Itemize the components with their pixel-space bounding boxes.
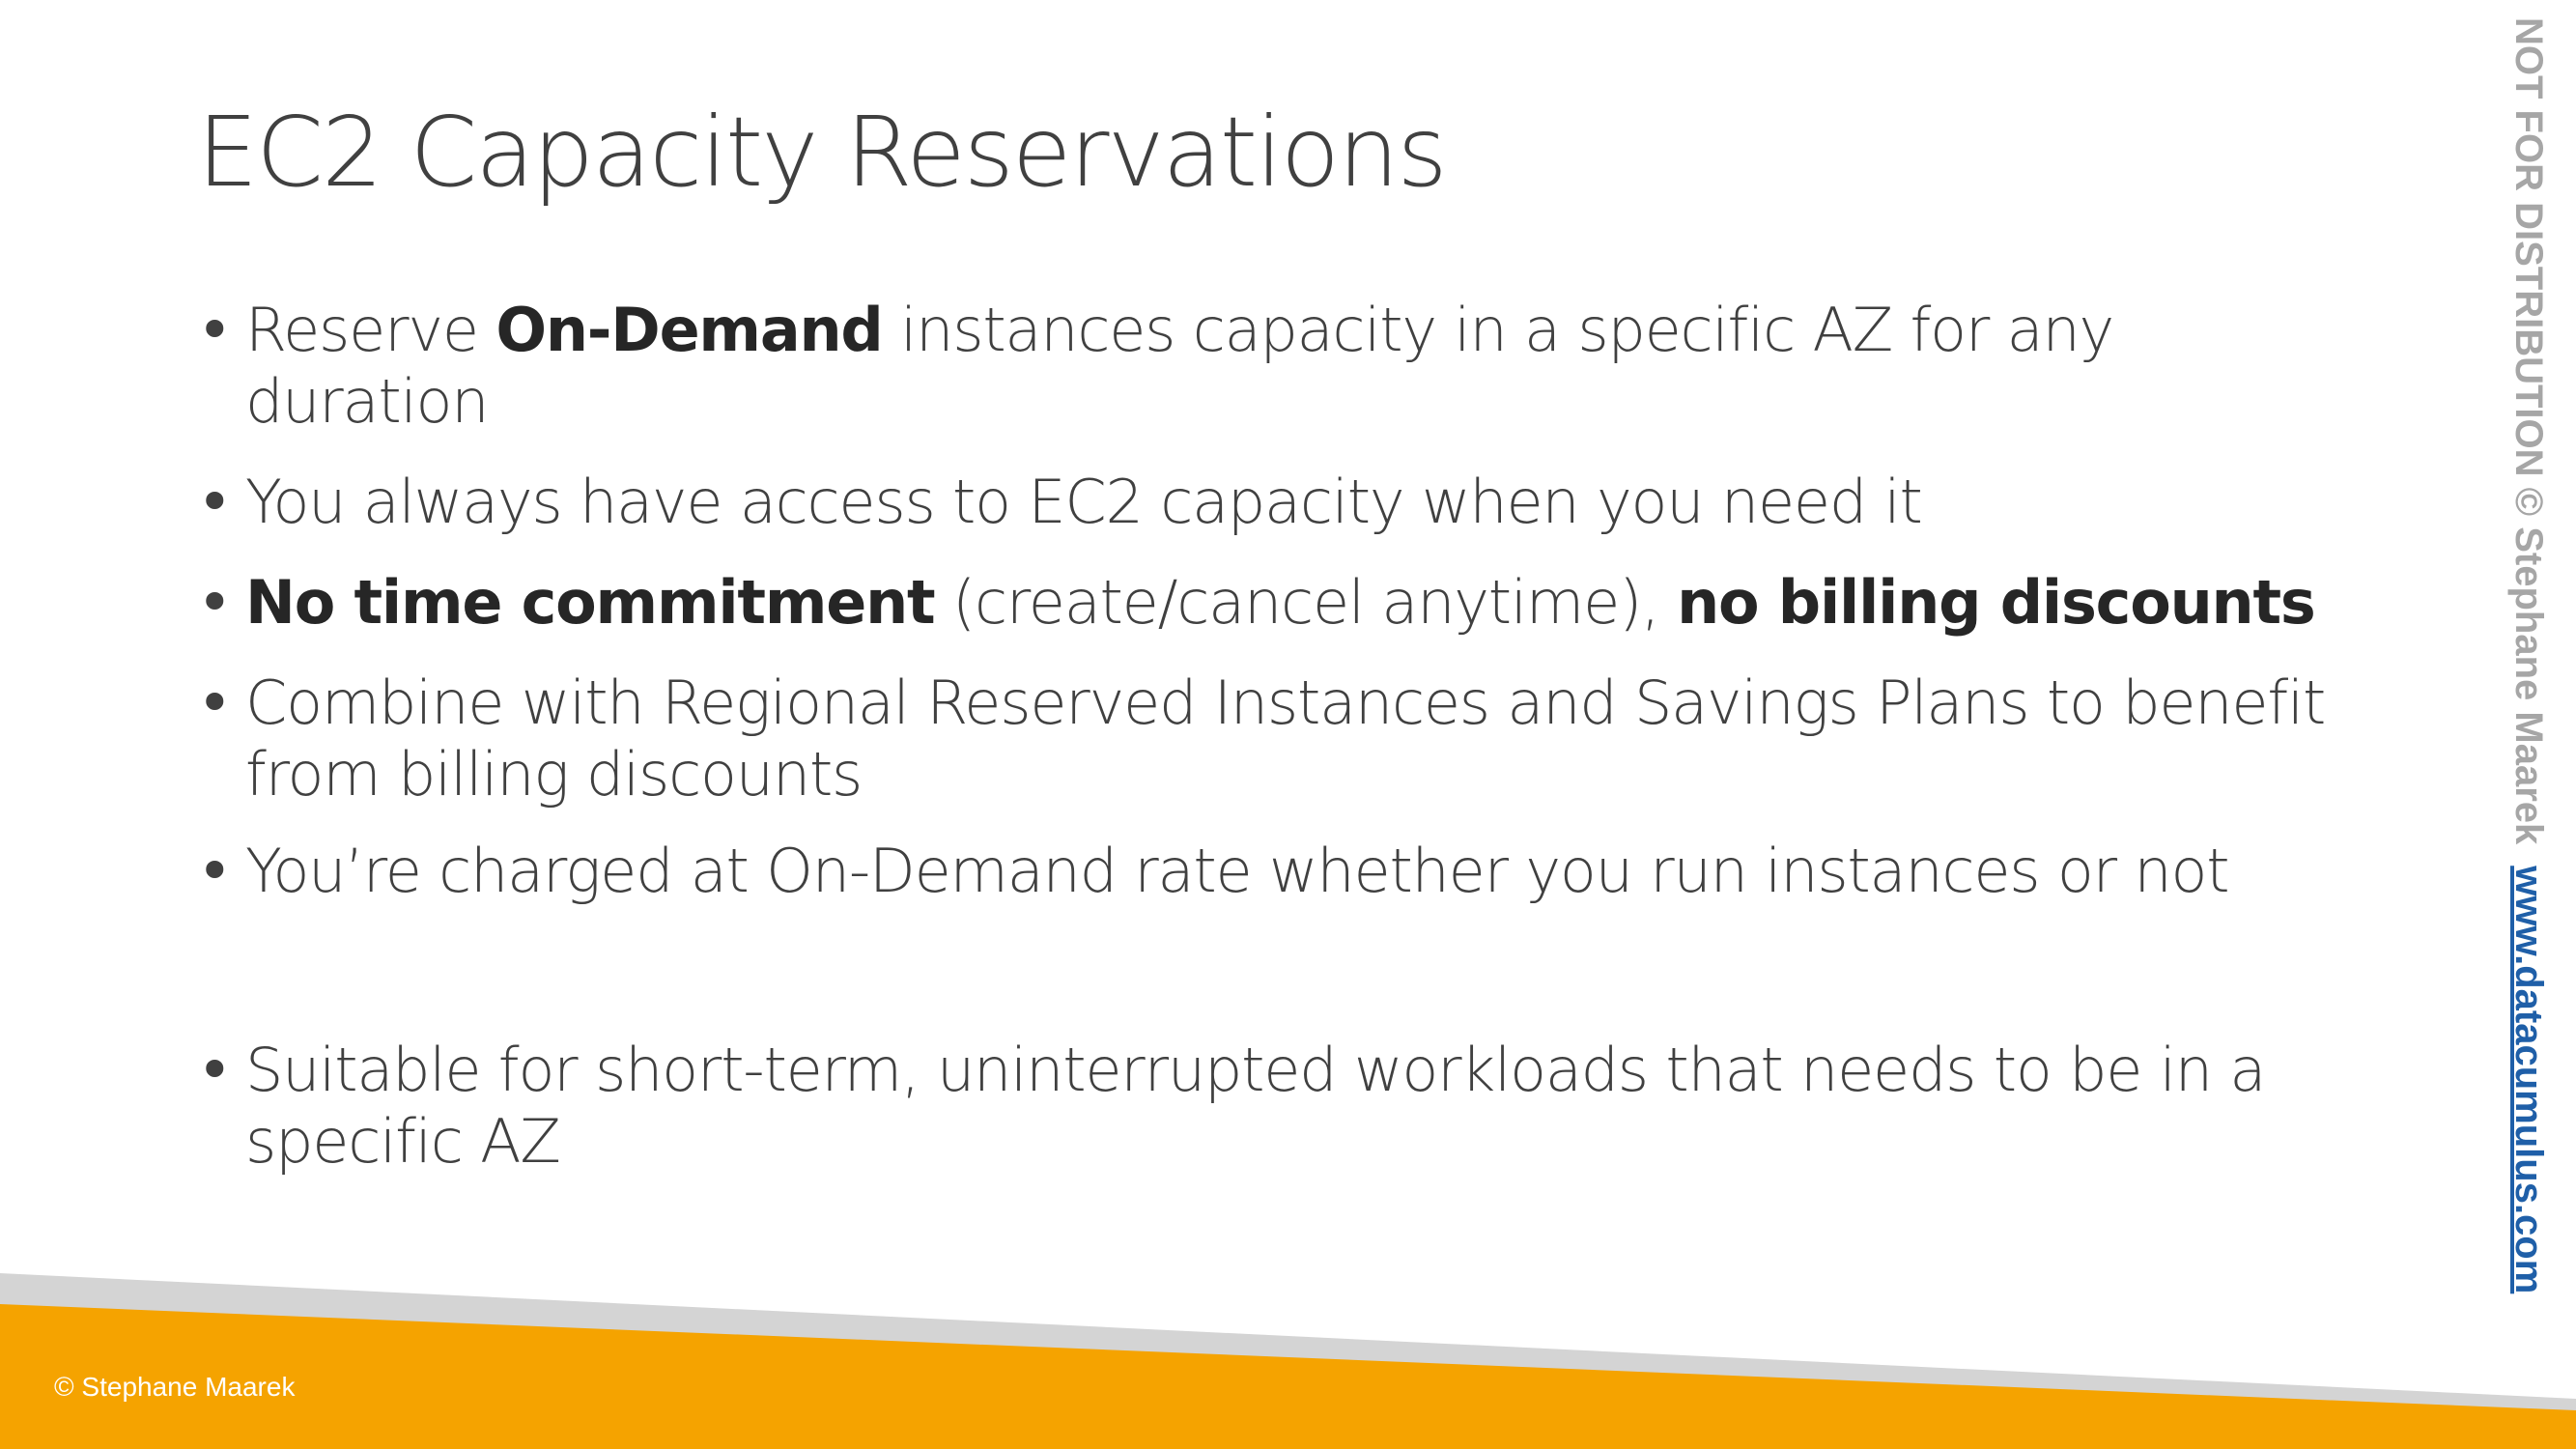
bullet-item: You’re charged at On-Demand rate whether… <box>197 836 2380 907</box>
bullet-item: No time commitment (create/cancel anytim… <box>197 567 2380 639</box>
bullet-text: Combine with Regional Reserved Instances… <box>245 668 2326 738</box>
bullet-bold-text: No time commitment <box>245 567 936 638</box>
footer-band <box>0 1273 2576 1449</box>
bullet-text: instances capacity in a specific AZ for … <box>882 295 2114 365</box>
watermark-link[interactable]: www.datacumulus.com <box>2507 866 2550 1294</box>
bullet-continuation: from billing discounts <box>245 739 863 810</box>
bullet-text: (create/cancel anytime), <box>934 567 1678 638</box>
bullet-bold-text: no billing discounts <box>1677 567 2316 638</box>
slide-title: EC2 Capacity Reservations <box>197 96 1448 209</box>
watermark: NOT FOR DISTRIBUTION © Stephane Maarek ww… <box>2507 17 2550 1294</box>
bullet-text: Suitable for short-term, uninterrupted w… <box>245 1035 2266 1105</box>
bullet-text: You always have access to EC2 capacity w… <box>245 467 1923 537</box>
footer-copyright: © Stephane Maarek <box>54 1372 296 1402</box>
footer-orange-band <box>0 1304 2576 1449</box>
bullet-text: You’re charged at On-Demand rate whether… <box>245 836 2230 906</box>
bullet-item: Reserve On-Demand instances capacity in … <box>197 295 2380 438</box>
bullet-continuation: duration <box>245 366 489 437</box>
bullet-item: Combine with Regional Reserved Instances… <box>197 668 2380 810</box>
bullet-text: Reserve <box>245 295 496 365</box>
bullet-item: You always have access to EC2 capacity w… <box>197 467 2380 538</box>
bullet-continuation: specific AZ <box>245 1106 561 1177</box>
bullet-bold-text: On-Demand <box>495 295 883 365</box>
watermark-text: NOT FOR DISTRIBUTION © Stephane Maarek <box>2507 17 2550 845</box>
bullet-list: Reserve On-Demand instances capacity in … <box>197 295 2380 1178</box>
bullet-item: Suitable for short-term, uninterrupted w… <box>197 1035 2380 1178</box>
